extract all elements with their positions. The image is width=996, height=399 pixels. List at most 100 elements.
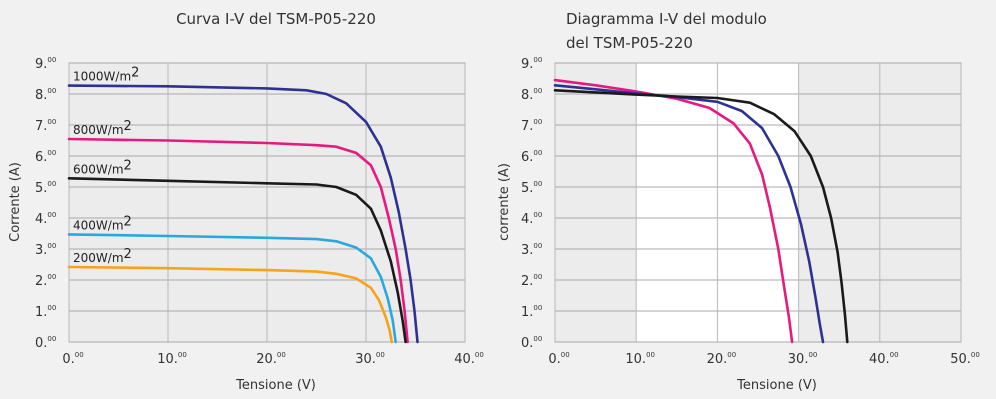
right-chart-title-line-2: del TSM-P05-220 — [566, 34, 693, 52]
series-label-text: 200W/m — [73, 251, 124, 265]
y-tick-label-sup: 00 — [533, 242, 542, 250]
x-tick-label-sup: 00 — [727, 351, 736, 359]
x-tick-label-sup: 00 — [561, 351, 570, 359]
x-tick-label-sup: 00 — [890, 351, 899, 359]
right-y-ticks: 0.001.002.003.004.005.006.007.008.009.00 — [521, 56, 542, 351]
x-tick-label-main: 0. — [548, 352, 560, 367]
series-label-4: 200W/m2 — [73, 247, 132, 265]
series-line-2 — [67, 177, 407, 344]
left-grid — [68, 62, 466, 343]
y-tick-label-sup: 00 — [533, 335, 542, 343]
y-tick-label-main: 0. — [521, 336, 533, 351]
y-tick-label: 5.00 — [35, 180, 56, 196]
y-tick-label: 0.00 — [521, 335, 542, 351]
series-line-1 — [67, 137, 409, 344]
series-line-4 — [67, 265, 393, 344]
right-chart-title-line-1: Diagramma I-V del modulo — [566, 10, 767, 28]
x-tick-label-main: 50. — [950, 352, 971, 367]
x-tick-label: 30.00 — [788, 351, 818, 367]
y-tick-label-sup: 00 — [533, 118, 542, 126]
y-tick-label-sup: 00 — [47, 304, 56, 312]
x-tick-label-main: 0. — [62, 352, 74, 367]
y-tick-label: 9.00 — [35, 56, 56, 72]
y-tick-label-sup: 00 — [47, 242, 56, 250]
series-line-0 — [67, 84, 419, 344]
y-tick-label-sup: 00 — [47, 56, 56, 64]
background-band — [636, 63, 718, 342]
y-tick-label: 2.00 — [521, 273, 542, 289]
y-tick-label: 1.00 — [521, 304, 542, 320]
x-tick-label-main: 30. — [788, 352, 809, 367]
x-tick-label: 10.00 — [625, 351, 655, 367]
y-tick-label-sup: 00 — [533, 87, 542, 95]
right-grid — [554, 62, 962, 343]
x-tick-label: 20.00 — [707, 351, 737, 367]
y-tick-label-main: 7. — [521, 119, 533, 134]
y-tick-label-main: 5. — [521, 181, 533, 196]
background-band — [879, 63, 961, 342]
right-series-lines — [553, 78, 849, 344]
y-tick-label: 3.00 — [35, 242, 56, 258]
left-x-axis-label: Tensione (V) — [235, 378, 316, 393]
y-tick-label: 8.00 — [521, 87, 542, 103]
series-label-sup: 2 — [124, 119, 132, 134]
series-label-3: 400W/m2 — [73, 214, 132, 232]
right-y-axis-label: corrente (A) — [497, 163, 512, 241]
x-tick-label: 0.00 — [62, 351, 83, 367]
y-tick-label: 9.00 — [521, 56, 542, 72]
series-label-text: 400W/m — [73, 218, 124, 232]
x-tick-label-main: 10. — [625, 352, 646, 367]
y-tick-label-main: 6. — [35, 150, 47, 165]
y-tick-label-sup: 00 — [533, 56, 542, 64]
left-series-lines — [67, 84, 419, 344]
y-tick-label-main: 4. — [35, 212, 47, 227]
series-label-sup: 2 — [131, 66, 139, 81]
y-tick-label-main: 8. — [35, 88, 47, 103]
series-line-0 — [553, 78, 794, 344]
y-tick-label-main: 1. — [521, 305, 533, 320]
x-tick-label: 30.00 — [355, 351, 385, 367]
series-line-3 — [67, 233, 397, 344]
series-label-sup: 2 — [124, 214, 132, 229]
right-x-axis-label: Tensione (V) — [736, 378, 817, 393]
y-tick-label: 3.00 — [521, 242, 542, 258]
series-label-0: 1000W/m2 — [73, 66, 139, 84]
y-tick-label-sup: 00 — [533, 211, 542, 219]
x-tick-label: 20.00 — [256, 351, 286, 367]
y-tick-label: 4.00 — [35, 211, 56, 227]
y-tick-label-sup: 00 — [533, 149, 542, 157]
y-tick-label-main: 0. — [35, 336, 47, 351]
y-tick-label-main: 8. — [521, 88, 533, 103]
x-tick-label: 0.00 — [548, 351, 569, 367]
series-label-sup: 2 — [124, 158, 132, 173]
right-background-bands — [555, 63, 961, 342]
left-y-axis-label: Corrente (A) — [8, 162, 23, 242]
series-label-sup: 2 — [124, 247, 132, 262]
x-tick-label-main: 10. — [157, 352, 178, 367]
y-tick-label-main: 9. — [35, 57, 47, 72]
y-tick-label-sup: 00 — [47, 335, 56, 343]
y-tick-label-main: 3. — [35, 243, 47, 258]
x-tick-label-main: 20. — [707, 352, 728, 367]
y-tick-label-sup: 00 — [47, 211, 56, 219]
y-tick-label-main: 3. — [521, 243, 533, 258]
y-tick-label-sup: 00 — [47, 273, 56, 281]
series-label-text: 800W/m — [73, 123, 124, 137]
x-tick-label-sup: 00 — [376, 351, 385, 359]
y-tick-label-sup: 00 — [47, 149, 56, 157]
series-label-text: 1000W/m — [73, 70, 131, 84]
y-tick-label-main: 2. — [35, 274, 47, 289]
x-tick-label-sup: 00 — [646, 351, 655, 359]
series-label-1: 800W/m2 — [73, 119, 132, 137]
x-tick-label-sup: 00 — [475, 351, 484, 359]
x-tick-label: 40.00 — [869, 351, 899, 367]
x-tick-label: 50.00 — [950, 351, 980, 367]
background-band — [798, 63, 880, 342]
y-tick-label-main: 4. — [521, 212, 533, 227]
y-tick-label: 6.00 — [35, 149, 56, 165]
y-tick-label-main: 5. — [35, 181, 47, 196]
x-tick-label: 40.00 — [454, 351, 484, 367]
y-tick-label-sup: 00 — [47, 118, 56, 126]
